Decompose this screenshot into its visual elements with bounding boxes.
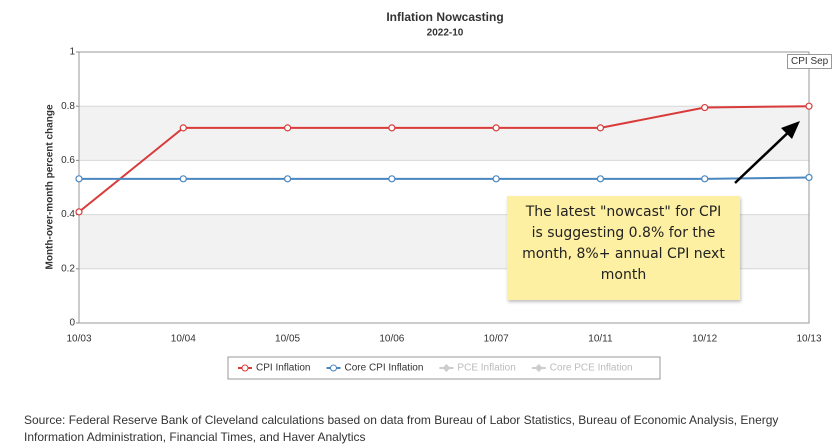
data-point xyxy=(283,175,292,183)
legend-label: Core PCE Inflation xyxy=(550,363,633,374)
data-point xyxy=(492,124,500,132)
data-point xyxy=(388,124,396,132)
data-point xyxy=(596,124,605,132)
x-tick-label: 10/05 xyxy=(275,334,300,345)
x-tick-label: 10/07 xyxy=(484,334,509,345)
x-tick-label: 10/11 xyxy=(588,334,613,345)
x-tick-label: 10/12 xyxy=(692,334,717,345)
arrow-head xyxy=(781,121,800,139)
chart-title: Inflation Nowcasting xyxy=(386,10,503,24)
data-point xyxy=(805,102,813,110)
source-note: Source: Federal Reserve Bank of Clevelan… xyxy=(24,413,779,444)
legend-label: Core CPI Inflation xyxy=(344,363,423,374)
plot-band xyxy=(79,106,809,161)
y-tick-label: 0 xyxy=(69,318,75,329)
series-line xyxy=(79,176,810,180)
y-tick-label: 0.8 xyxy=(61,101,75,112)
data-point xyxy=(492,175,500,183)
data-point xyxy=(75,175,83,183)
plot-border xyxy=(78,51,810,324)
y-tick-label: 0.4 xyxy=(61,209,75,220)
data-point xyxy=(179,175,187,183)
data-point xyxy=(805,173,813,182)
y-tick-label: 0.6 xyxy=(61,155,75,166)
arrow-line xyxy=(734,125,796,184)
series-line xyxy=(78,105,810,213)
legend-marker xyxy=(534,364,543,372)
y-axis-label: Month-over-month percent change xyxy=(45,104,56,269)
y-tick-label: 1 xyxy=(69,47,75,58)
legend-marker xyxy=(442,364,451,372)
legend-marker xyxy=(329,364,337,372)
chart-subtitle: 2022-10 xyxy=(427,28,464,39)
tooltip: CPI Sep xyxy=(787,54,833,69)
data-point xyxy=(596,175,605,183)
data-point xyxy=(283,124,292,132)
data-point xyxy=(701,175,709,183)
data-point xyxy=(75,208,83,216)
legend-label: PCE Inflation xyxy=(457,363,515,374)
legend-label: CPI Inflation xyxy=(256,363,310,374)
annotation-note: The latest "nowcast" for CPI is suggesti… xyxy=(507,196,740,300)
data-point xyxy=(179,124,187,132)
x-tick-label: 10/13 xyxy=(796,334,821,345)
data-point xyxy=(701,103,709,112)
y-tick-label: 0.2 xyxy=(61,263,75,274)
x-tick-label: 10/06 xyxy=(379,334,404,345)
data-point xyxy=(388,175,396,183)
legend-marker xyxy=(241,364,249,372)
x-tick-label: 10/03 xyxy=(66,334,91,345)
x-tick-label: 10/04 xyxy=(171,334,196,345)
